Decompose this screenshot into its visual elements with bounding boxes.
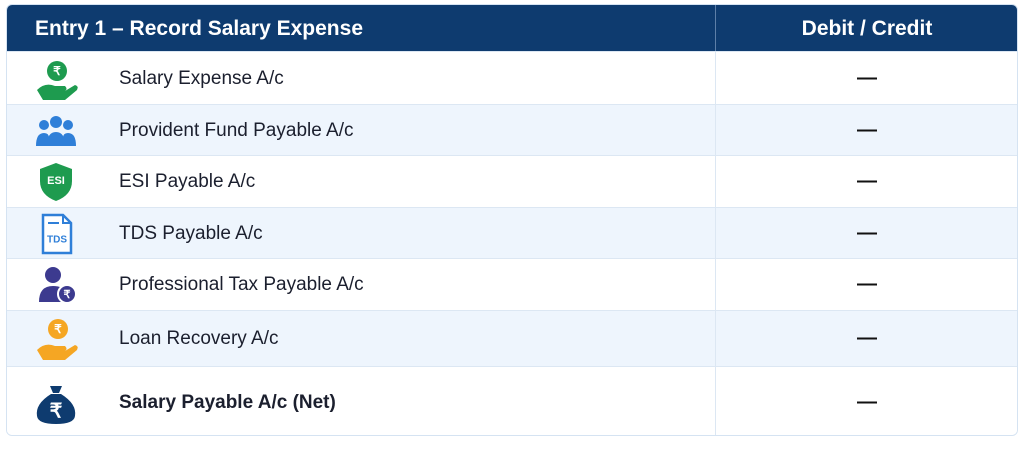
table-row: TDS TDS Payable A/c — bbox=[7, 207, 1017, 258]
icon-label: ₹ bbox=[50, 400, 63, 422]
row-icon bbox=[36, 115, 76, 146]
table-row: ₹ Salary Payable A/c (Net) — bbox=[7, 366, 1017, 435]
row-icon: ₹ bbox=[39, 267, 77, 304]
debit-credit: — bbox=[857, 390, 877, 413]
debit-credit: — bbox=[857, 66, 877, 89]
icon-label: ₹ bbox=[64, 289, 71, 301]
account-name: Provident Fund Payable A/c bbox=[119, 119, 354, 141]
table-row: ₹ Salary Expense A/c — bbox=[7, 51, 1017, 104]
debit-credit: — bbox=[857, 118, 877, 141]
account-name: Salary Payable A/c (Net) bbox=[119, 391, 336, 413]
table-row: ₹ Loan Recovery A/c — bbox=[7, 310, 1017, 366]
table-header: Entry 1 – Record Salary Expense Debit / … bbox=[7, 5, 1017, 51]
debit-credit: — bbox=[857, 170, 877, 192]
row-icon: ₹ bbox=[36, 385, 76, 424]
account-name: Loan Recovery A/c bbox=[119, 328, 279, 349]
debit-credit: — bbox=[857, 221, 877, 244]
account-name: ESI Payable A/c bbox=[119, 171, 256, 192]
debit-credit: — bbox=[857, 273, 877, 295]
row-icon: ₹ bbox=[37, 319, 78, 360]
debit-credit: — bbox=[857, 327, 877, 349]
icon-label: TDS bbox=[47, 234, 67, 245]
table: Entry 1 – Record Salary Expense Debit / … bbox=[6, 4, 1018, 436]
table-row: Provident Fund Payable A/c — bbox=[7, 104, 1017, 155]
icon-label: ₹ bbox=[53, 64, 61, 78]
column-divider bbox=[715, 51, 716, 435]
icon-label: ESI bbox=[47, 175, 65, 187]
account-name: Salary Expense A/c bbox=[119, 67, 284, 89]
icon-label: ₹ bbox=[54, 322, 62, 336]
account-name: TDS Payable A/c bbox=[119, 222, 263, 244]
table-row: ₹ Professional Tax Payable A/c — bbox=[7, 258, 1017, 310]
row-icon: TDS bbox=[41, 213, 73, 254]
account-name: Professional Tax Payable A/c bbox=[119, 274, 364, 295]
table-row: ESI ESI Payable A/c — bbox=[7, 155, 1017, 207]
row-icon: ₹ bbox=[37, 60, 78, 100]
row-icon: ESI bbox=[40, 163, 72, 201]
header-column: Debit / Credit bbox=[801, 17, 933, 40]
header-title: Entry 1 – Record Salary Expense bbox=[35, 17, 363, 40]
column-divider bbox=[715, 5, 716, 51]
